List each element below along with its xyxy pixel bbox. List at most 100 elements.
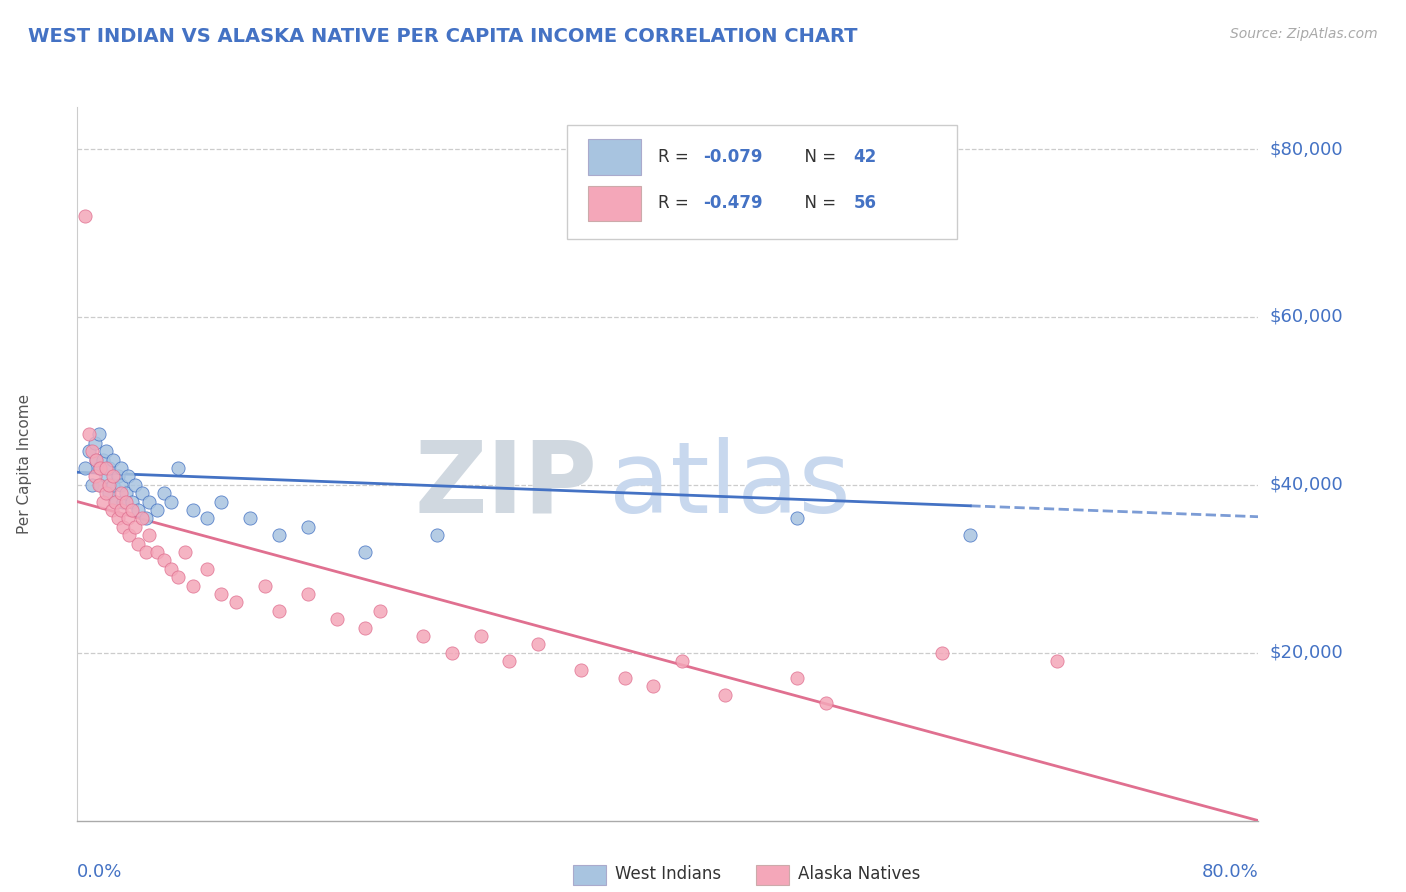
Point: [91, 452, 114, 467]
Point: [209, 587, 232, 601]
Point: [73, 461, 96, 475]
Point: [94, 469, 117, 483]
Point: [152, 553, 174, 567]
Point: [117, 511, 139, 525]
Point: [101, 503, 124, 517]
Point: [138, 528, 160, 542]
Point: [267, 528, 290, 542]
Point: [80, 478, 103, 492]
Point: [959, 528, 981, 542]
Bar: [756, 865, 790, 885]
Point: [105, 494, 128, 508]
Point: [98, 461, 121, 475]
Point: [470, 629, 492, 643]
Point: [145, 545, 167, 559]
Point: [354, 545, 377, 559]
Point: [112, 494, 135, 508]
Text: 42: 42: [853, 148, 876, 166]
Point: [127, 536, 149, 550]
Point: [127, 503, 149, 517]
Point: [87, 461, 110, 475]
Point: [124, 520, 146, 534]
FancyBboxPatch shape: [568, 125, 957, 239]
Bar: [588, 186, 641, 221]
Point: [786, 671, 808, 685]
Point: [181, 503, 204, 517]
Point: [297, 587, 319, 601]
Point: [297, 520, 319, 534]
Text: R =: R =: [658, 194, 695, 212]
Point: [83, 469, 105, 483]
Text: 56: 56: [853, 194, 876, 212]
Point: [253, 578, 276, 592]
Text: WEST INDIAN VS ALASKA NATIVE PER CAPITA INCOME CORRELATION CHART: WEST INDIAN VS ALASKA NATIVE PER CAPITA …: [28, 27, 858, 45]
Point: [73, 209, 96, 223]
Point: [89, 478, 111, 492]
Point: [83, 435, 105, 450]
Point: [107, 469, 129, 483]
Point: [527, 637, 550, 651]
Point: [267, 604, 290, 618]
Point: [103, 452, 125, 467]
Point: [115, 486, 138, 500]
Point: [103, 469, 125, 483]
Point: [103, 478, 125, 492]
Point: [89, 461, 111, 475]
Bar: [574, 865, 606, 885]
Text: ZIP: ZIP: [415, 437, 598, 533]
Point: [195, 562, 218, 576]
Point: [118, 528, 141, 542]
Point: [135, 545, 157, 559]
Text: 80.0%: 80.0%: [1202, 863, 1258, 881]
Point: [714, 688, 737, 702]
Point: [110, 478, 132, 492]
Text: $20,000: $20,000: [1270, 644, 1343, 662]
Text: West Indians: West Indians: [614, 865, 721, 883]
Text: N =: N =: [794, 194, 842, 212]
Point: [84, 452, 107, 467]
Point: [94, 444, 117, 458]
Point: [124, 478, 146, 492]
Point: [239, 511, 262, 525]
Point: [94, 461, 117, 475]
Point: [195, 511, 218, 525]
Point: [87, 478, 110, 492]
Point: [174, 545, 197, 559]
Point: [121, 503, 143, 517]
Text: $80,000: $80,000: [1270, 140, 1343, 158]
Text: Source: ZipAtlas.com: Source: ZipAtlas.com: [1230, 27, 1378, 41]
Text: $60,000: $60,000: [1270, 308, 1343, 326]
Point: [325, 612, 347, 626]
Text: 0.0%: 0.0%: [77, 863, 122, 881]
Text: $40,000: $40,000: [1270, 475, 1343, 494]
Text: -0.079: -0.079: [703, 148, 763, 166]
Point: [643, 679, 665, 693]
Point: [209, 494, 232, 508]
Point: [131, 486, 153, 500]
Text: Per Capita Income: Per Capita Income: [17, 393, 32, 534]
Point: [498, 654, 520, 668]
Bar: [588, 139, 641, 175]
Point: [354, 621, 377, 635]
Point: [107, 511, 129, 525]
Point: [110, 503, 132, 517]
Point: [94, 486, 117, 500]
Point: [931, 646, 953, 660]
Point: [225, 595, 247, 609]
Point: [84, 452, 107, 467]
Text: atlas: atlas: [609, 437, 851, 533]
Point: [160, 494, 183, 508]
Point: [145, 503, 167, 517]
Text: N =: N =: [794, 148, 842, 166]
Point: [426, 528, 449, 542]
Point: [110, 461, 132, 475]
Text: R =: R =: [658, 148, 695, 166]
Point: [135, 511, 157, 525]
Point: [104, 494, 127, 508]
Point: [181, 578, 204, 592]
Point: [1046, 654, 1069, 668]
Point: [115, 494, 138, 508]
Point: [131, 511, 153, 525]
Point: [87, 427, 110, 442]
Point: [121, 494, 143, 508]
